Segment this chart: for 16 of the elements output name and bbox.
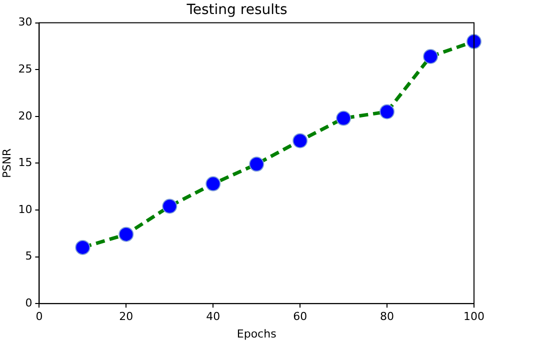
x-axis-title: Epochs — [236, 327, 277, 340]
chart-title: Testing results — [186, 2, 288, 18]
x-tick-label: 60 — [293, 310, 308, 324]
y-tick-label: 20 — [18, 109, 32, 122]
y-tick-label: 10 — [18, 202, 32, 216]
y-axis-title: PSNR — [0, 148, 14, 178]
y-tick-label: 25 — [18, 62, 32, 76]
x-tick-label: 100 — [464, 310, 484, 324]
x-tick-label: 20 — [119, 310, 134, 324]
x-tick-label: 0 — [36, 310, 43, 324]
y-tick-label: 30 — [18, 16, 32, 29]
y-tick-label: 0 — [25, 296, 32, 310]
y-tick-label: 15 — [18, 156, 32, 170]
x-tick-label: 40 — [206, 310, 220, 324]
y-tick-label: 5 — [25, 250, 32, 263]
x-tick-label: 80 — [380, 310, 394, 324]
